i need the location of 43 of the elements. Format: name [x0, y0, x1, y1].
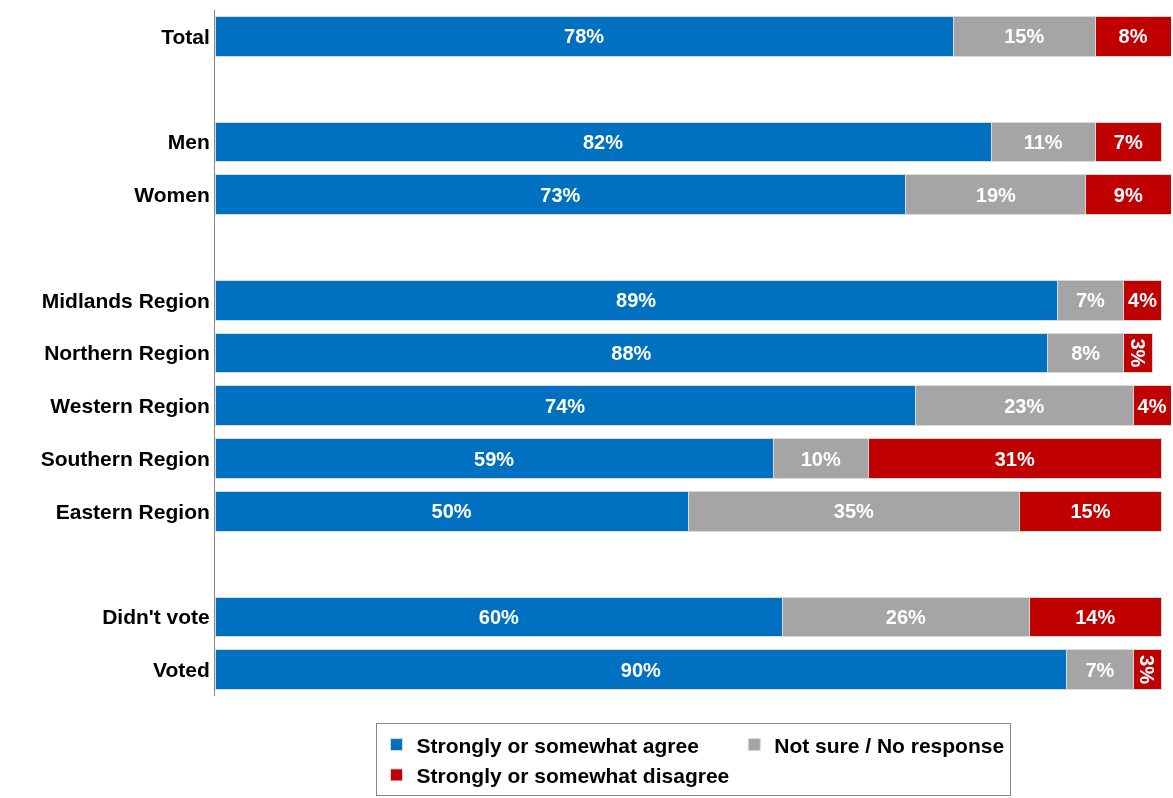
- data-label: 78%: [564, 25, 605, 48]
- data-label: 82%: [582, 130, 624, 153]
- y-tick-label: Didn't vote: [102, 605, 210, 629]
- y-tick-label: Men: [167, 130, 210, 154]
- y-tick-label: Women: [134, 183, 210, 207]
- y-tick-label: Southern Region: [40, 446, 210, 470]
- data-label: 7%: [1085, 658, 1115, 681]
- data-label: 14%: [1075, 605, 1116, 628]
- data-label: 11%: [1023, 130, 1063, 153]
- data-label: 73%: [540, 183, 581, 206]
- data-label: 23%: [1004, 394, 1045, 417]
- data-label: 26%: [885, 605, 927, 628]
- y-tick-label: Eastern Region: [55, 499, 210, 523]
- data-label: 3%: [1136, 655, 1159, 685]
- data-label: 8%: [1118, 25, 1148, 48]
- data-label: 59%: [474, 447, 515, 470]
- data-label: 7%: [1113, 130, 1143, 153]
- legend-label: Strongly or somewhat disagree: [416, 764, 730, 788]
- y-tick-label: Voted: [153, 657, 210, 681]
- y-tick-label: Midlands Region: [41, 288, 210, 312]
- data-label: 3%: [1126, 338, 1149, 368]
- data-label: 35%: [833, 500, 875, 523]
- data-label: 10%: [800, 447, 841, 470]
- data-label: 19%: [975, 183, 1017, 206]
- data-label: 60%: [478, 605, 520, 628]
- data-label: 88%: [611, 342, 652, 364]
- data-label: 74%: [545, 394, 586, 417]
- data-label: 15%: [1004, 25, 1045, 48]
- data-label: 4%: [1128, 289, 1158, 312]
- legend-label: Not sure / No response: [774, 733, 1005, 757]
- data-label: 90%: [620, 658, 662, 681]
- data-label: 15%: [1070, 500, 1111, 523]
- data-label: 7%: [1075, 289, 1106, 312]
- data-label: 50%: [431, 500, 472, 523]
- y-tick-label: Northern Region: [44, 341, 210, 365]
- data-label: 4%: [1137, 394, 1167, 417]
- y-tick-label: Western Region: [50, 394, 210, 418]
- data-label: 9%: [1113, 183, 1143, 206]
- data-label: 8%: [1071, 342, 1101, 364]
- data-label: 31%: [994, 447, 1035, 470]
- y-tick-label: Total: [161, 24, 210, 48]
- legend-label: Strongly or somewhat agree: [416, 733, 699, 757]
- data-label: 89%: [616, 289, 657, 312]
